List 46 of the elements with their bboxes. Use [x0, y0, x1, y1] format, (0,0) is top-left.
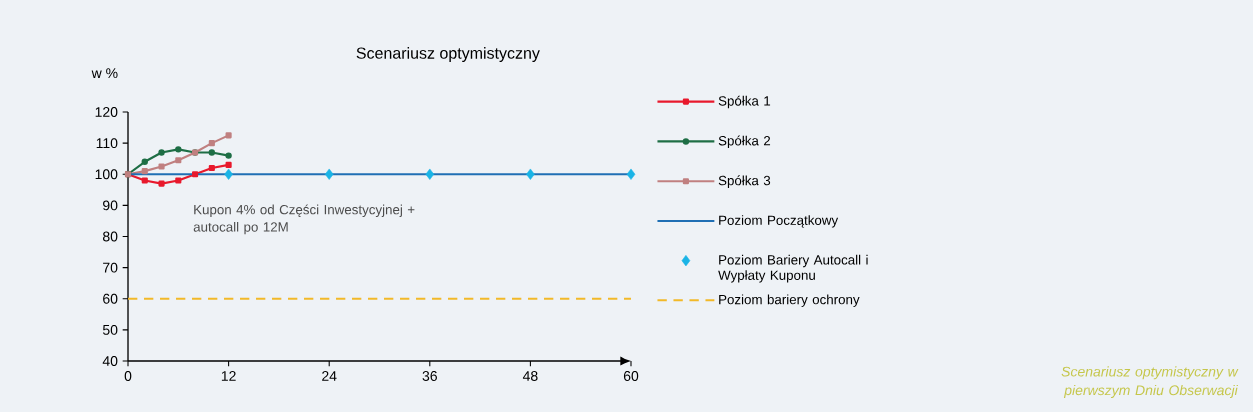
y-tick-label: 100 — [95, 169, 118, 180]
y-tick-label: 70 — [103, 262, 118, 273]
legend-label: Poziom Początkowy — [719, 215, 839, 228]
point — [141, 168, 148, 175]
y-tick-label: 120 — [95, 107, 118, 117]
y-tick-label: 40 — [102, 356, 118, 366]
y-tick-label: 60 — [103, 293, 118, 304]
point — [158, 180, 165, 187]
point — [208, 149, 216, 156]
point — [225, 152, 232, 159]
point — [208, 164, 215, 172]
point — [192, 171, 199, 178]
legend-label: Poziom bariery ochrony — [719, 294, 860, 307]
point — [175, 146, 182, 153]
chart-title: Scenariusz optymistyczny — [356, 47, 540, 62]
x-tick-label: 36 — [422, 371, 437, 381]
y-tick-label: 80 — [103, 231, 118, 242]
legend-label: Spółka 2 — [718, 135, 771, 149]
point — [175, 177, 182, 184]
x-tick-label: 12 — [221, 371, 236, 381]
x-tick-label: 0 — [124, 371, 132, 381]
point — [526, 168, 535, 180]
y-axis-title: w % — [91, 68, 118, 78]
point — [158, 149, 165, 156]
x-tick-label: 24 — [322, 371, 337, 381]
y-tick-label: 50 — [102, 324, 118, 335]
x-tick-label: 60 — [623, 371, 639, 381]
point — [141, 158, 148, 166]
annotation: Kupon 4% od Części Inwestycyjnej + autocall po 12M — [193, 204, 415, 235]
point — [425, 168, 435, 180]
y-tick-label: 110 — [96, 138, 118, 149]
text: Scenariusz optymistyczny w pierwszym Dniu Obserwacji — [1061, 366, 1239, 398]
legend-label: Poziom Bariery Autocall i Wypłaty Kuponu — [718, 254, 868, 283]
point — [158, 163, 165, 170]
point — [141, 177, 148, 184]
y-tick-label: 90 — [103, 200, 118, 211]
point — [324, 168, 334, 180]
x-tick-label: 48 — [522, 371, 538, 381]
legend-label: Spółka 1 — [718, 95, 771, 109]
point — [175, 157, 182, 164]
point — [626, 168, 636, 180]
point — [225, 161, 232, 168]
point — [225, 132, 232, 139]
point — [208, 140, 215, 147]
point — [224, 168, 233, 180]
legend-label: Spółka 3 — [718, 175, 771, 188]
